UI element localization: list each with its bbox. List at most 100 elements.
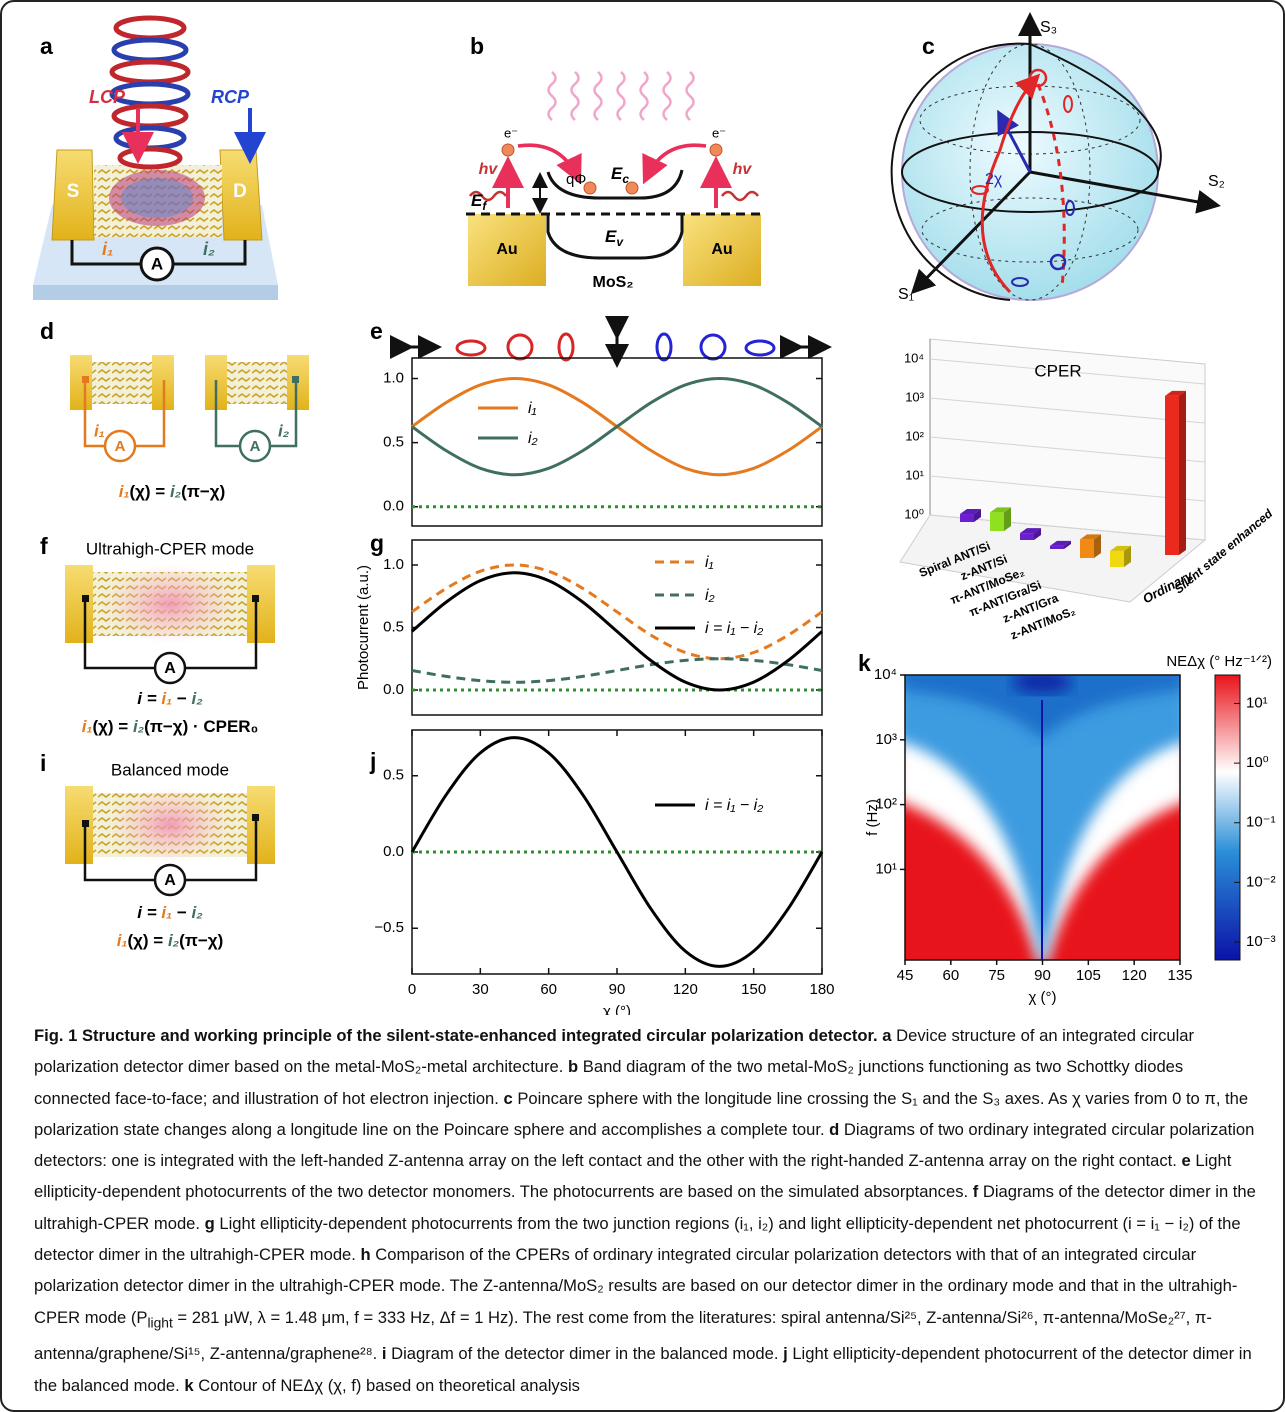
meter-label: A	[151, 254, 163, 273]
panel-label: b	[470, 33, 484, 59]
mode-title: Balanced mode	[111, 760, 229, 779]
x-axis-label: χ (°)	[1028, 989, 1056, 1006]
axis-label: S₂	[1208, 173, 1225, 190]
formula-part: i₁	[82, 717, 93, 736]
formula-part: i₁	[117, 931, 128, 950]
ellipse	[1012, 670, 1072, 694]
metal-label: Au	[711, 241, 732, 258]
y-tick-label: 10³	[905, 389, 924, 404]
current-label: i₂	[278, 421, 290, 440]
net-current: i = i₁ − i₂	[137, 689, 203, 708]
formula-part: i =	[137, 903, 161, 922]
x-tick-label: 75	[988, 967, 1005, 984]
bar-front	[1080, 539, 1094, 558]
ellipse	[120, 149, 180, 167]
panel-label: f	[40, 533, 48, 559]
ellipse	[746, 341, 774, 355]
panel-label: g	[370, 530, 384, 556]
y-tick-label: 0.0	[383, 843, 404, 860]
formula-part: i₂	[191, 689, 203, 708]
ellipse	[116, 18, 184, 38]
caption-panel-label: e	[1182, 1151, 1191, 1170]
rect	[292, 376, 299, 383]
y-tick-label: 0.5	[383, 767, 404, 784]
caption-panel-label: g	[205, 1214, 215, 1233]
metal-label: Au	[496, 241, 517, 258]
x-tick-label: 120	[673, 981, 698, 998]
bar-front	[1165, 396, 1179, 555]
electron-label: e⁻	[504, 125, 518, 140]
formula: i₁(χ) = i₂(π−χ)	[117, 931, 223, 950]
x-tick-label: 60	[942, 967, 959, 984]
mode-title: Ultrahigh-CPER mode	[86, 539, 254, 558]
barrier-label: qΦ	[566, 171, 586, 188]
colorbar-tick-label: 10⁻¹	[1246, 814, 1276, 831]
ellipse	[121, 178, 193, 218]
formula-part: i₂	[170, 482, 182, 501]
poincare-sphere	[892, 18, 1215, 300]
panel-label: c	[922, 33, 935, 59]
symbol: E	[605, 227, 617, 246]
conduction-label: Ec	[611, 164, 629, 186]
bar-side	[1179, 391, 1186, 555]
bar-front	[960, 514, 974, 522]
valence-label: Ev	[605, 227, 624, 249]
y-tick-label: 10³	[875, 731, 897, 748]
panel-label: e	[370, 318, 383, 344]
bar-front	[990, 512, 1004, 531]
current-label: i₁	[102, 239, 113, 259]
colorbar-tick-label: 10⁰	[1246, 754, 1269, 771]
subscript: c	[622, 172, 629, 186]
formula: i₁(χ) = i₂(π−χ) · CPER₀	[82, 717, 258, 736]
path	[572, 72, 579, 120]
x-tick-label: 150	[741, 981, 766, 998]
y-axis-label: Photocurrent (a.u.)	[355, 565, 372, 690]
x-tick-label: 30	[472, 981, 489, 998]
formula-part: (χ) =	[127, 931, 167, 950]
formula-part: (χ) =	[92, 717, 132, 736]
angle-label: 2χ	[985, 171, 1003, 188]
caption-panel-label: b	[568, 1057, 578, 1076]
caption-text: Contour of NEΔχ (χ, f) based on theoreti…	[194, 1376, 580, 1395]
x-tick-label: 90	[1034, 967, 1051, 984]
y-tick-label: 0.0	[383, 498, 404, 515]
ellipse	[100, 564, 240, 644]
x-tick-label: 120	[1122, 967, 1147, 984]
rect	[82, 376, 89, 383]
meter-label: A	[250, 438, 261, 455]
formula: i₁(χ) = i₂(π−χ)	[119, 482, 225, 501]
g	[549, 72, 694, 120]
formula-part: i₂	[133, 717, 145, 736]
legend-label: i = i₁ − i₂	[705, 797, 763, 814]
rect	[227, 362, 287, 404]
y-tick-label: 1.0	[383, 556, 404, 573]
colorbar-tick-label: 10¹	[1246, 694, 1268, 711]
panel-label: j	[369, 748, 376, 774]
rect	[247, 565, 275, 643]
y-tick-label: 0.0	[383, 681, 404, 698]
y-tick-label: −0.5	[374, 919, 404, 936]
x-tick-label: 135	[1167, 967, 1192, 984]
caption-title: Fig. 1 Structure and working principle o…	[34, 1026, 878, 1045]
circle	[502, 144, 514, 156]
ellipse	[112, 62, 188, 82]
chart-title: CPER	[1034, 361, 1081, 380]
caption: Fig. 1 Structure and working principle o…	[34, 1020, 1258, 1401]
caption-subscript: light	[147, 1314, 172, 1330]
rect	[65, 565, 93, 643]
colorbar-label: NEΔχ (° Hz⁻¹ᐟ²)	[1166, 653, 1272, 670]
rect	[252, 814, 259, 821]
y-tick-label: 0.5	[383, 618, 404, 635]
x-tick-label: 90	[609, 981, 626, 998]
caption-panel-label: a	[882, 1026, 891, 1045]
ellipse	[657, 334, 671, 360]
formula-part: i₂	[191, 903, 203, 922]
ordinary-detectors	[70, 355, 309, 461]
axis-label: S₁	[898, 286, 914, 303]
x-tick-label: 60	[540, 981, 557, 998]
ellipse	[108, 787, 232, 863]
series-line	[412, 379, 822, 475]
path	[641, 72, 648, 120]
y-tick-label: 10⁰	[904, 506, 924, 521]
meter-label: A	[164, 872, 176, 889]
